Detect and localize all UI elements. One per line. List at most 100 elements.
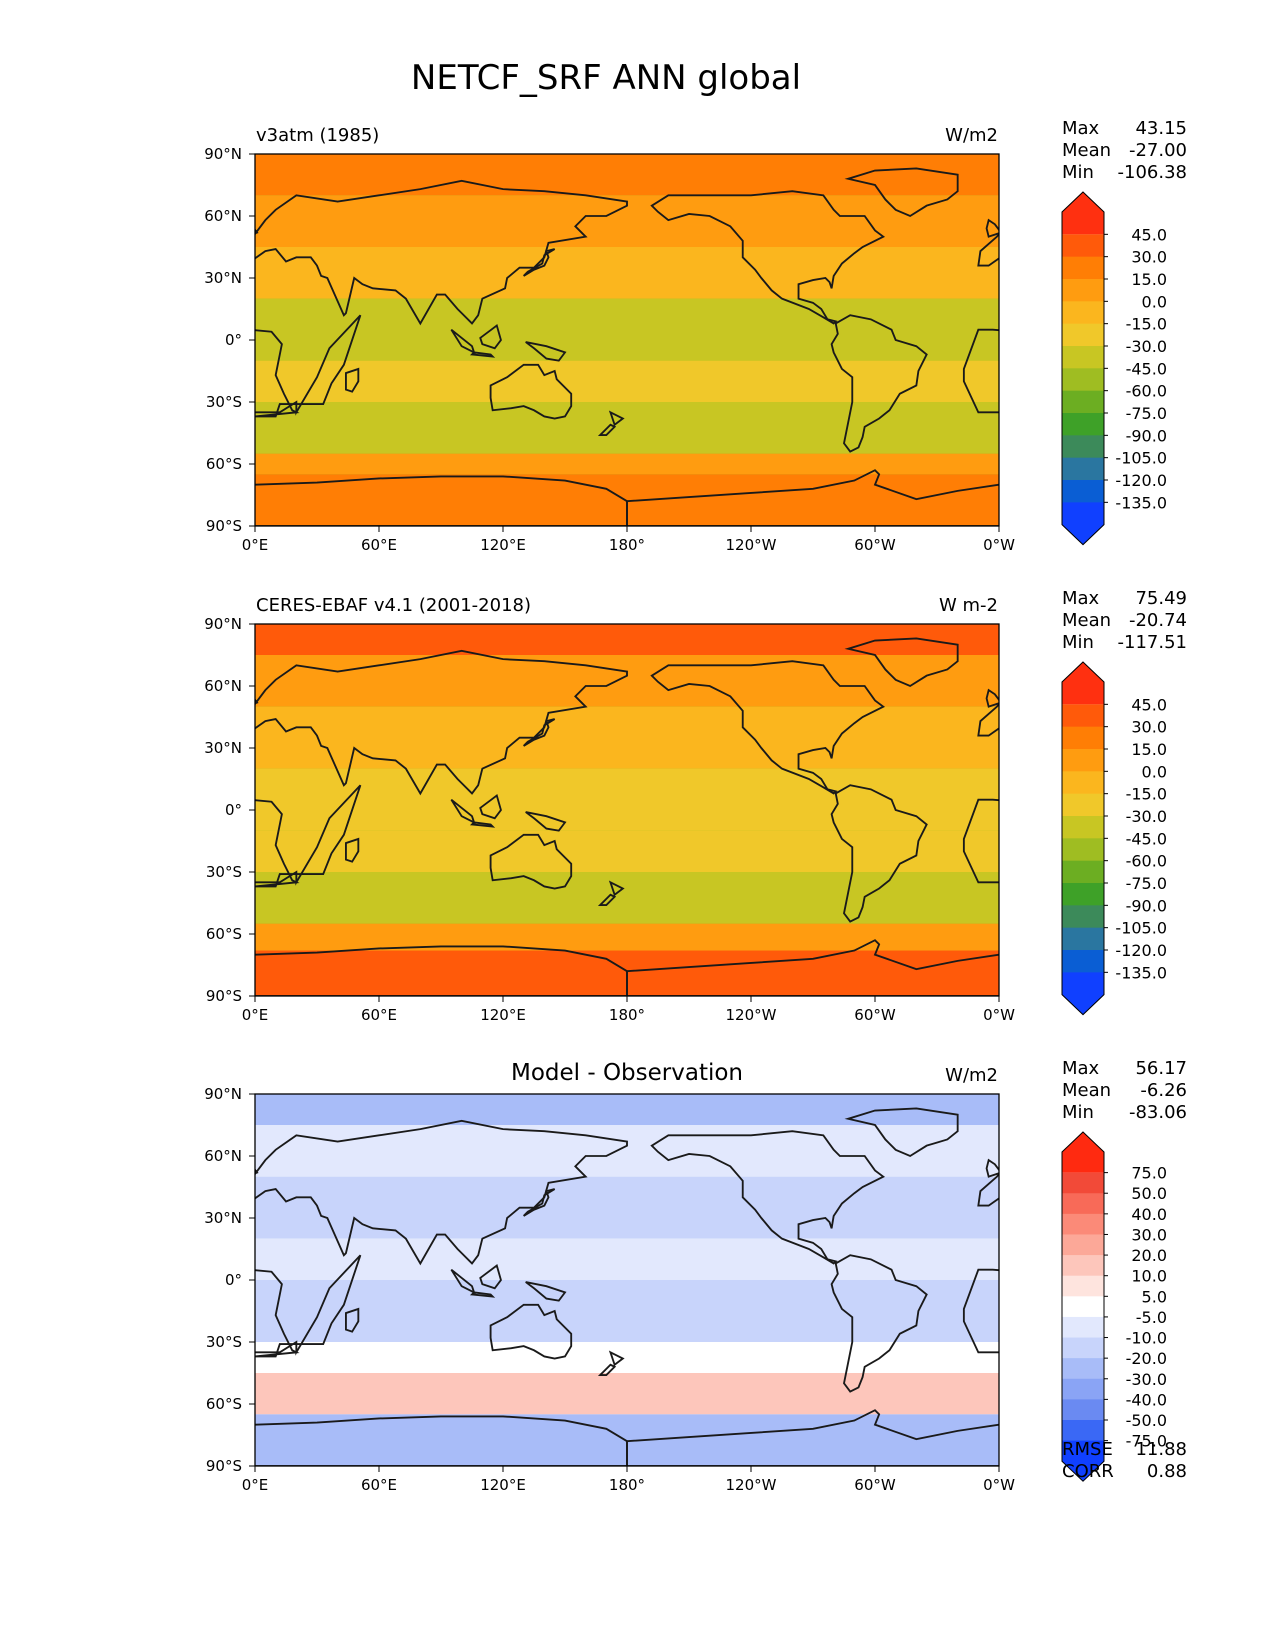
field-band <box>255 1176 999 1239</box>
x-tick-label: 0°E <box>242 536 269 554</box>
colorbar-outline <box>1061 1131 1105 1482</box>
colorbar-segment <box>1062 1358 1104 1380</box>
colorbar-label: -90.0 <box>1126 896 1167 915</box>
field-band <box>255 1094 999 1125</box>
field-band <box>255 360 999 402</box>
y-tick-label: 60°S <box>206 925 242 943</box>
score-value: 0.88 <box>1147 1461 1187 1482</box>
map-field <box>255 1094 999 1466</box>
colorbar-label: -90.0 <box>1126 426 1167 445</box>
x-tick-label: 180° <box>609 536 645 554</box>
colorbar-label: -105.0 <box>1115 919 1167 938</box>
colorbar-label: -15.0 <box>1126 785 1167 804</box>
stat-value: -83.06 <box>1129 1102 1187 1123</box>
colorbar-label: -15.0 <box>1126 315 1167 334</box>
colorbar-label: -120.0 <box>1115 941 1167 960</box>
colorbar-label: 20.0 <box>1131 1246 1167 1265</box>
colorbar-segment <box>1062 1275 1104 1297</box>
field-band <box>255 872 999 924</box>
field-band <box>255 1373 999 1415</box>
field-band <box>255 1342 999 1373</box>
stat-label: Max <box>1062 118 1100 139</box>
y-tick-label: 90°S <box>206 987 242 1005</box>
y-tick-label: 90°S <box>206 1457 242 1475</box>
panel-model: v3atm (1985) W/m2 0°E 60°E 120°E 180° 120°W 6… <box>204 118 1187 554</box>
colorbar-segment <box>1062 301 1104 325</box>
colorbar-outline <box>1061 661 1105 1016</box>
colorbar-segment <box>1062 838 1104 862</box>
colorbar-segment <box>1062 1337 1104 1359</box>
y-tick-label: 0° <box>225 1271 242 1289</box>
colorbar-label: 30.0 <box>1131 248 1167 267</box>
colorbar-segment <box>1062 1213 1104 1236</box>
stat-value: -6.26 <box>1140 1080 1187 1101</box>
x-tick-label: 0°W <box>983 536 1015 554</box>
colorbar-segment <box>1062 234 1104 258</box>
colorbar-label: -40.0 <box>1126 1390 1167 1409</box>
field-band <box>255 768 999 831</box>
panel-units: W/m2 <box>945 1065 998 1086</box>
field-band <box>255 453 999 475</box>
colorbar-segment <box>1062 905 1104 929</box>
colorbar-label: 0.0 <box>1142 762 1167 781</box>
field-band <box>255 1125 999 1177</box>
colorbar-label: -75.0 <box>1126 404 1167 423</box>
y-tick-label: 60°N <box>204 207 242 225</box>
y-tick-label: 90°N <box>204 1085 242 1103</box>
stat-value: 43.15 <box>1135 118 1187 139</box>
colorbar-segment <box>1062 256 1104 280</box>
colorbar-segment <box>1062 435 1104 459</box>
colorbar-label: 75.0 <box>1131 1164 1167 1183</box>
colorbar-outline <box>1061 191 1105 546</box>
colorbar-segment <box>1062 771 1104 795</box>
field-band <box>255 247 999 299</box>
colorbar-label: -50.0 <box>1126 1411 1167 1430</box>
panel-units: W/m2 <box>945 125 998 146</box>
colorbar-label: 45.0 <box>1131 695 1167 714</box>
colorbar-segment <box>1062 1316 1104 1339</box>
colorbar-extend-min <box>1062 502 1104 545</box>
colorbar-label: 5.0 <box>1142 1287 1167 1306</box>
x-tick-label: 60°W <box>854 1006 896 1024</box>
stat-label: Mean <box>1062 610 1111 631</box>
colorbar-segment <box>1062 1255 1104 1277</box>
colorbar-segment <box>1062 413 1104 436</box>
panel-difference: Model - Observation W/m2 0°E 60°E 120°E 180… <box>204 1058 1187 1494</box>
colorbar-segment <box>1062 927 1104 951</box>
x-tick-label: 180° <box>609 1476 645 1494</box>
stat-label: Mean <box>1062 140 1111 161</box>
colorbar: 45.0 30.0 15.0 0.0 -15.0 -30.0 -45.0 -60.0 -75.0… <box>1061 661 1167 1016</box>
field-band <box>255 923 999 951</box>
colorbar-extend-max <box>1062 1132 1104 1173</box>
x-tick-label: 120°W <box>726 1476 777 1494</box>
colorbar-label: 15.0 <box>1131 740 1167 759</box>
y-tick-label: 30°S <box>206 863 242 881</box>
colorbar-label: -30.0 <box>1126 337 1167 356</box>
stats-box: Max 43.15 Mean -27.00 Min -106.38 <box>1062 118 1187 183</box>
x-tick-label: 60°E <box>361 1006 397 1024</box>
colorbar-label: -45.0 <box>1126 829 1167 848</box>
field-band <box>255 830 999 872</box>
colorbar-segment <box>1062 726 1104 750</box>
stat-label: Mean <box>1062 1080 1111 1101</box>
score-value: 11.88 <box>1135 1439 1187 1460</box>
field-band <box>255 154 999 196</box>
y-tick-label: 60°S <box>206 455 242 473</box>
colorbar-label: -30.0 <box>1126 807 1167 826</box>
y-tick-label: 30°N <box>204 269 242 287</box>
colorbar-segment <box>1062 1399 1104 1421</box>
stat-value: -117.51 <box>1118 632 1187 653</box>
stat-label: Min <box>1062 162 1094 183</box>
y-tick-label: 90°N <box>204 145 242 163</box>
colorbar-segment <box>1062 1378 1104 1400</box>
colorbar-extend-max <box>1062 662 1104 705</box>
colorbar: 45.0 30.0 15.0 0.0 -15.0 -30.0 -45.0 -60.0 -75.0… <box>1061 191 1167 546</box>
colorbar-label: 30.0 <box>1131 718 1167 737</box>
field-band <box>255 1238 999 1280</box>
map-field <box>255 624 999 996</box>
y-tick-label: 30°S <box>206 1333 242 1351</box>
colorbar-label: -20.0 <box>1126 1349 1167 1368</box>
colorbar-segment <box>1062 860 1104 884</box>
x-tick-label: 0°E <box>242 1476 269 1494</box>
colorbar-segment <box>1062 1420 1104 1442</box>
